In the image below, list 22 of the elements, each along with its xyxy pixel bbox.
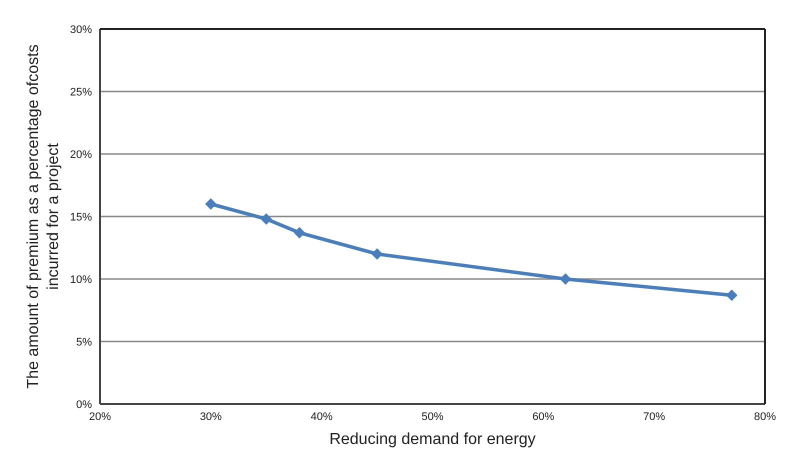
point [726, 290, 738, 301]
point [294, 227, 305, 238]
point [372, 248, 383, 260]
x-tick-label: 40% [310, 410, 333, 423]
x-tick-label: 20% [88, 410, 112, 423]
y-tick-label: 25% [70, 86, 92, 98]
x-axis-title: Reducing demand for energy [329, 431, 536, 448]
y-axis-title: The amount of premium as a percentage ofcosts incurred for a project [25, 44, 62, 389]
x-tick-label: 60% [532, 410, 555, 423]
point [260, 214, 272, 224]
y-tick-label: 0% [76, 398, 92, 411]
x-tick-label: 70% [643, 410, 666, 423]
y-tick-label: 20% [70, 148, 92, 161]
x-tick-label: 30% [200, 410, 222, 423]
y-tick-label: 30% [70, 24, 92, 36]
x-tick-label: 80% [754, 410, 776, 423]
y-tick-label: 5% [76, 336, 92, 348]
y-tick-label: 10% [70, 274, 92, 286]
point [560, 274, 571, 284]
x-tick-label: 50% [421, 410, 444, 423]
point [205, 198, 216, 210]
y-tick-label: 15% [70, 211, 92, 224]
